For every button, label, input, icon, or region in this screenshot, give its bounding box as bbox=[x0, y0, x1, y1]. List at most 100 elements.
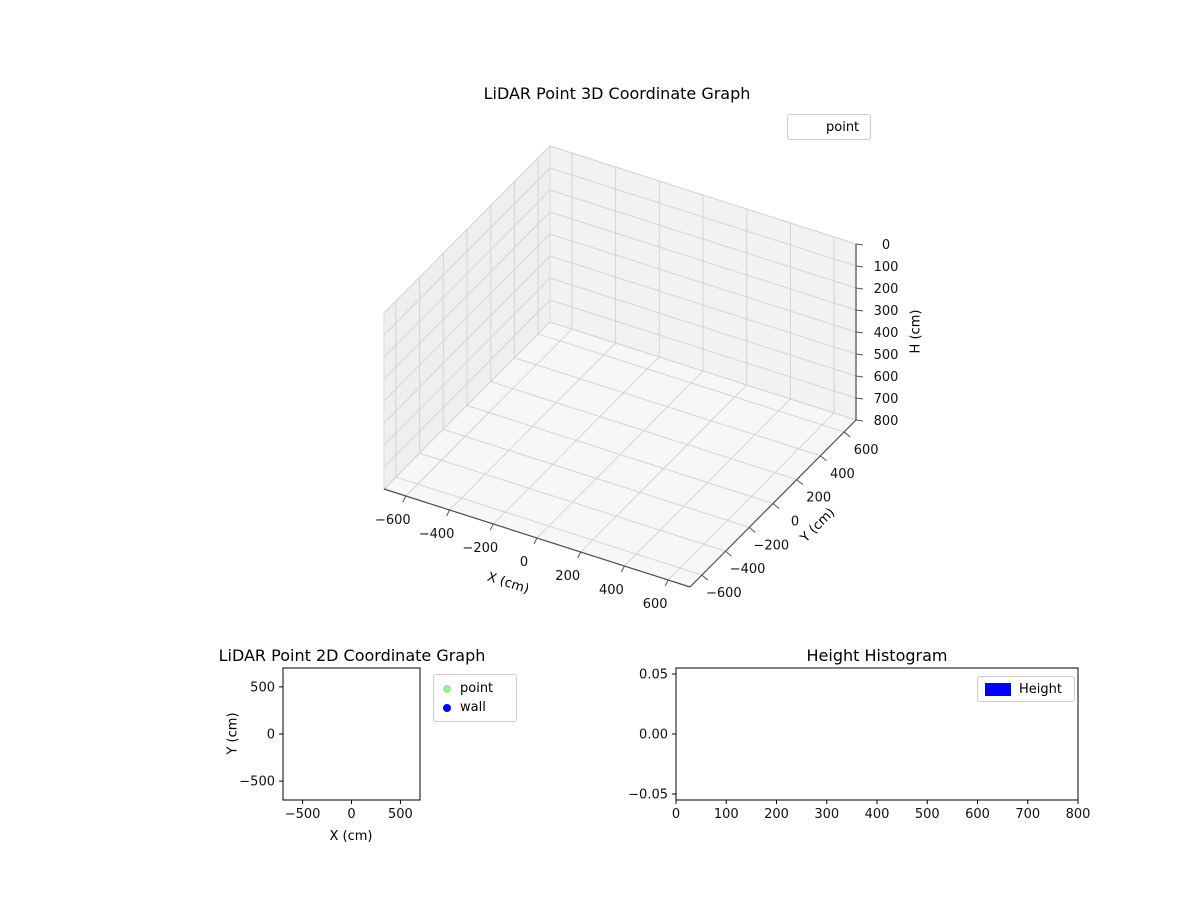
hist-x-tick-label: 600 bbox=[965, 807, 990, 822]
z-tick bbox=[855, 353, 864, 356]
grid-y-floor bbox=[395, 476, 703, 576]
hist-x-tick-label: 800 bbox=[1066, 807, 1091, 822]
x-tick bbox=[402, 495, 407, 503]
grid-z-right bbox=[549, 299, 857, 399]
x-tick-label: 600 bbox=[643, 597, 668, 612]
x-tick-label: 0 bbox=[520, 555, 528, 570]
z-tick-label: 200 bbox=[874, 282, 899, 297]
z-tick-label: 400 bbox=[874, 326, 899, 341]
legend-row: point bbox=[788, 115, 870, 139]
z-tick bbox=[855, 331, 864, 334]
z-tick-label: 0 bbox=[882, 238, 890, 253]
grid-z-right bbox=[549, 167, 857, 267]
x-axis-line bbox=[383, 488, 691, 588]
y-axis-line bbox=[689, 419, 857, 588]
grid-y-floor bbox=[466, 405, 774, 504]
hist-title: Height Histogram bbox=[806, 646, 948, 665]
grid-z-left bbox=[383, 167, 551, 336]
x-tick-label: −200 bbox=[462, 541, 498, 556]
grid-y-floor bbox=[419, 452, 726, 552]
x-tick-label: 400 bbox=[599, 583, 624, 598]
z-tick-label: 100 bbox=[874, 260, 899, 275]
z-tick-label: 600 bbox=[874, 370, 899, 385]
x-tick bbox=[446, 509, 451, 517]
y-tick bbox=[701, 574, 709, 581]
hist-x-tick-label: 100 bbox=[714, 807, 739, 822]
plot2d-x-tick-label: 500 bbox=[388, 807, 413, 822]
grid-z-right bbox=[549, 233, 857, 333]
y-tick bbox=[748, 526, 756, 533]
hist-x-tick-label: 0 bbox=[672, 807, 680, 822]
grid-z-right bbox=[549, 255, 857, 355]
x-tick bbox=[664, 579, 669, 587]
plot2d-frame bbox=[282, 667, 421, 801]
z-tick-label: 300 bbox=[874, 304, 899, 319]
plot2d-x-tick-label: −500 bbox=[285, 807, 321, 822]
z-tick bbox=[855, 287, 864, 290]
grid-z-left bbox=[383, 255, 551, 424]
y-tick bbox=[796, 479, 804, 486]
grid-z-right bbox=[549, 321, 857, 421]
hist-x-tick-label: 400 bbox=[865, 807, 890, 822]
y-tick bbox=[843, 431, 851, 438]
z-tick bbox=[855, 265, 864, 268]
grid-z-left bbox=[383, 189, 551, 358]
wall-marker-icon bbox=[443, 703, 451, 712]
x-tick-label: −400 bbox=[419, 527, 455, 542]
grid-z-left bbox=[383, 211, 551, 380]
y-tick-label: −200 bbox=[753, 538, 789, 553]
hist-legend: Height bbox=[977, 676, 1075, 702]
legend-label-point: point bbox=[460, 681, 494, 696]
grid-z-right bbox=[549, 277, 857, 377]
grid-z-left bbox=[383, 145, 551, 314]
plot3d-legend: point bbox=[787, 114, 871, 140]
legend-row: wall bbox=[434, 698, 516, 717]
hist-y-tick-label: 0.00 bbox=[639, 728, 668, 743]
grid-z-right bbox=[549, 145, 857, 245]
z-tick bbox=[855, 309, 864, 312]
z-tick bbox=[855, 397, 864, 400]
plot2d-y-tick-label: 500 bbox=[250, 680, 275, 695]
y-tick-label: −400 bbox=[730, 562, 766, 577]
plot2d-legend: point wall bbox=[433, 674, 517, 722]
x-tick bbox=[489, 523, 494, 531]
x-tick bbox=[577, 551, 582, 559]
grid-z-right bbox=[549, 211, 857, 311]
z-tick bbox=[855, 243, 864, 246]
height-patch-icon bbox=[985, 682, 1011, 696]
point-marker-icon bbox=[443, 684, 451, 693]
z-tick-label: 500 bbox=[874, 348, 899, 363]
grid-z-right bbox=[549, 189, 857, 289]
y-tick bbox=[820, 455, 827, 462]
legend-row: point bbox=[434, 679, 516, 698]
grid-z-left bbox=[383, 321, 551, 490]
z-tick bbox=[855, 375, 864, 378]
legend-label-point: point bbox=[826, 119, 860, 135]
z-tick bbox=[855, 419, 864, 422]
x-tick-label: 200 bbox=[555, 569, 580, 584]
y-tick-label: 0 bbox=[791, 515, 799, 530]
plot2d-ylabel: Y (cm) bbox=[225, 712, 241, 755]
legend-row: Height bbox=[978, 677, 1074, 701]
legend-label-height: Height bbox=[1019, 681, 1062, 697]
legend-items: point wall bbox=[434, 675, 516, 721]
z-tick-label: 800 bbox=[874, 414, 899, 429]
x-tick bbox=[533, 537, 538, 545]
plot2d-xlabel: X (cm) bbox=[329, 829, 373, 844]
y-tick-label: 200 bbox=[806, 491, 831, 506]
x-tick-label: −600 bbox=[375, 513, 411, 528]
grid-y-floor bbox=[537, 333, 845, 433]
y-tick bbox=[772, 503, 780, 509]
hist-x-tick-label: 500 bbox=[915, 807, 940, 822]
grid-y-floor bbox=[514, 357, 821, 457]
legend-label-wall: wall bbox=[460, 700, 486, 715]
hist-y-tick-label: 0.05 bbox=[639, 668, 668, 683]
grid-y-floor bbox=[490, 381, 797, 481]
plot2d-title: LiDAR Point 2D Coordinate Graph bbox=[218, 646, 486, 665]
grid-y-floor bbox=[443, 428, 750, 528]
plot2d-y-tick-label: −500 bbox=[239, 775, 275, 790]
x-tick bbox=[620, 565, 625, 573]
grid-z-left bbox=[383, 277, 551, 446]
